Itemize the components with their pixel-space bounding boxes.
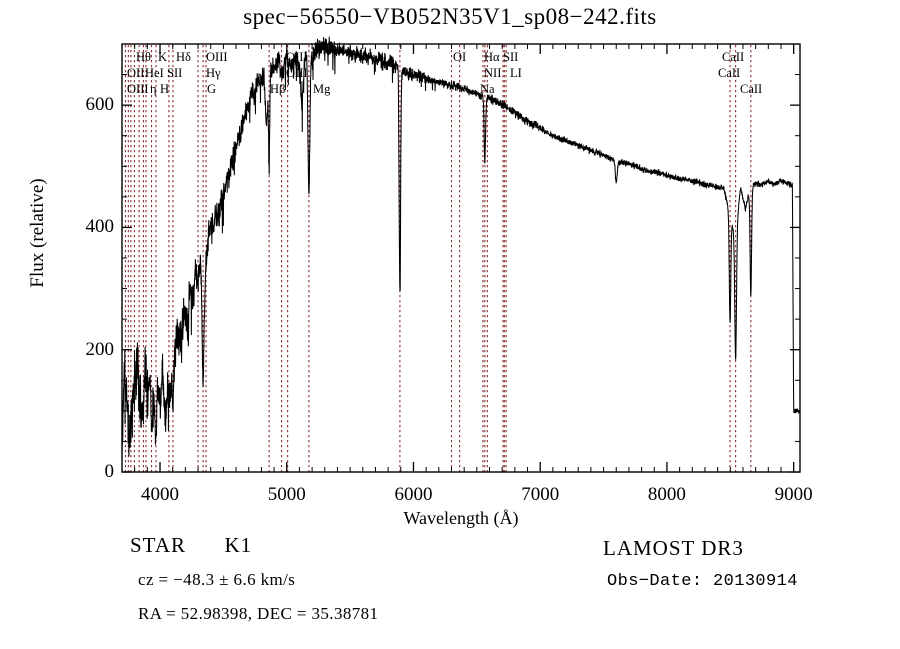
line-label-9: OII xyxy=(127,66,145,80)
line-label-18: η xyxy=(150,82,157,96)
x-tick-8000: 8000 xyxy=(647,484,686,505)
object-class: STAR xyxy=(130,533,186,557)
line-label-15: LI xyxy=(510,66,522,80)
line-label-7: SII xyxy=(503,50,519,64)
line-label-17: OIII xyxy=(127,82,149,96)
x-tick-4000: 4000 xyxy=(141,484,180,505)
line-label-2: Hδ xyxy=(176,50,191,64)
object-class-label: STAR K1 xyxy=(130,533,252,558)
y-tick-200: 200 xyxy=(85,338,115,360)
line-label-23: Na xyxy=(480,82,495,96)
line-label-24: CaII xyxy=(740,82,763,96)
line-label-3: OIII xyxy=(206,50,228,64)
line-label-16: CaII xyxy=(718,66,741,80)
line-label-0: Hθ xyxy=(136,50,152,64)
observation-date: Obs−Date: 20130914 xyxy=(607,572,798,591)
x-tick-5000: 5000 xyxy=(267,484,306,505)
line-label-8: CaII xyxy=(722,50,745,64)
line-label-14: NII xyxy=(484,66,502,80)
line-label-11: SII xyxy=(167,66,183,80)
line-label-6: Hα xyxy=(484,50,500,64)
line-label-22: Mg xyxy=(313,82,331,96)
line-label-1: K xyxy=(158,50,168,64)
survey-name: LAMOST DR3 xyxy=(603,536,744,560)
x-tick-9000: 9000 xyxy=(774,484,813,505)
y-tick-0: 0 xyxy=(104,461,115,482)
y-tick-600: 600 xyxy=(85,94,115,116)
line-label-4: OIII xyxy=(286,50,308,64)
coordinates: RA = 52.98398, DEC = 35.38781 xyxy=(138,604,379,623)
x-axis-label: Wavelength (Å) xyxy=(403,508,519,528)
x-tick-6000: 6000 xyxy=(394,484,433,505)
line-label-19: H xyxy=(160,82,170,96)
line-label-10: HeI xyxy=(145,66,164,80)
line-label-20: G xyxy=(207,82,217,96)
line-label-12: Hγ xyxy=(206,66,221,80)
line-label-13: OIII xyxy=(286,66,308,80)
line-label-21: Hβ xyxy=(270,82,286,96)
spectral-type: K1 xyxy=(224,533,253,557)
redshift-velocity: cz = −48.3 ± 6.6 km/s xyxy=(138,570,296,589)
line-label-5: OI xyxy=(453,50,467,64)
y-tick-400: 400 xyxy=(85,216,115,238)
figure-title: spec−56550−VB052N35V1_sp08−242.fits xyxy=(243,4,657,29)
x-tick-7000: 7000 xyxy=(521,484,560,505)
